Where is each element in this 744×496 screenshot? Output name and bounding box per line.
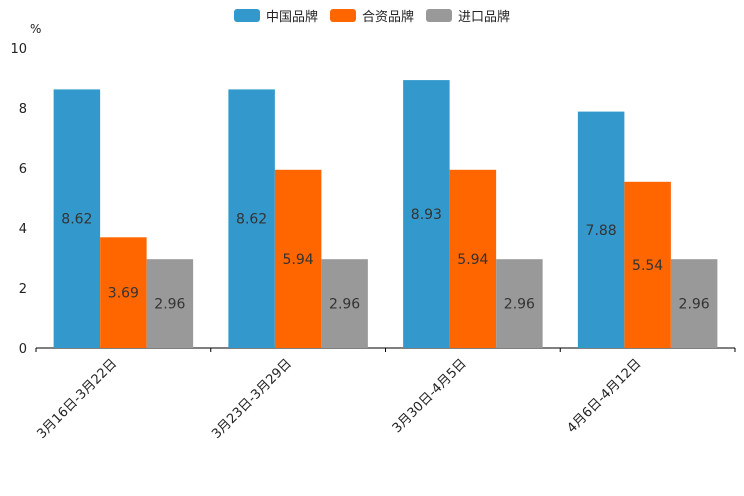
legend-label-china-brand: 中国品牌 bbox=[265, 10, 318, 25]
data-label: 5.94 bbox=[457, 252, 488, 268]
legend-label-import-brand: 进口品牌 bbox=[458, 10, 511, 25]
x-category-label: 3月23日-3月29日 bbox=[209, 356, 295, 442]
bar-进口品牌-2[interactable] bbox=[496, 259, 543, 348]
y-tick-label: 0 bbox=[19, 342, 27, 357]
data-label: 2.96 bbox=[679, 297, 710, 313]
bar-合资品牌-1[interactable] bbox=[274, 169, 322, 348]
data-label: 8.62 bbox=[236, 212, 267, 228]
legend-item-joint-venture-brand[interactable]: 合资品牌 bbox=[329, 6, 414, 25]
data-label: 5.94 bbox=[283, 252, 314, 268]
x-category-label: 3月16日-3月22日 bbox=[34, 356, 120, 442]
y-tick-label: 2 bbox=[19, 282, 27, 297]
bar-合资品牌-2[interactable] bbox=[449, 169, 497, 348]
y-tick-label: 6 bbox=[19, 162, 27, 177]
bar-进口品牌-0[interactable] bbox=[146, 259, 194, 348]
chart-legend: 中国品牌 合资品牌 进口品牌 bbox=[0, 6, 744, 25]
data-label: 8.62 bbox=[61, 212, 92, 228]
bar-中国品牌-0[interactable] bbox=[53, 89, 101, 349]
data-label: 2.96 bbox=[504, 297, 535, 313]
data-label: 2.96 bbox=[154, 297, 185, 313]
y-tick-label: 10 bbox=[10, 42, 27, 57]
legend-label-joint-venture-brand: 合资品牌 bbox=[361, 10, 414, 25]
data-label: 7.88 bbox=[586, 223, 617, 239]
bar-中国品牌-1[interactable] bbox=[228, 89, 275, 349]
bar-合资品牌-3[interactable] bbox=[624, 181, 671, 348]
legend-item-import-brand[interactable]: 进口品牌 bbox=[426, 6, 510, 25]
bar-进口品牌-3[interactable] bbox=[670, 259, 718, 348]
legend-swatch-import-brand bbox=[426, 9, 452, 22]
y-tick-label: 8 bbox=[19, 102, 27, 117]
bar-合资品牌-0[interactable] bbox=[100, 237, 147, 348]
legend-item-china-brand[interactable]: 中国品牌 bbox=[233, 6, 318, 25]
legend-swatch-joint-venture-brand bbox=[329, 9, 356, 22]
x-category-label: 3月30日-4月5日 bbox=[390, 356, 470, 436]
bar-中国品牌-3[interactable] bbox=[577, 111, 625, 348]
legend-swatch-china-brand bbox=[233, 9, 260, 22]
y-tick-label: 4 bbox=[19, 222, 27, 237]
y-axis-unit-label: % bbox=[30, 22, 41, 36]
data-label: 8.93 bbox=[411, 207, 442, 223]
data-label: 2.96 bbox=[329, 297, 360, 313]
bar-中国品牌-2[interactable] bbox=[403, 80, 450, 348]
data-label: 3.69 bbox=[108, 286, 139, 302]
data-label: 5.54 bbox=[632, 258, 663, 274]
bar-进口品牌-1[interactable] bbox=[321, 259, 368, 348]
x-category-label: 4月6日-4月12日 bbox=[565, 356, 645, 436]
